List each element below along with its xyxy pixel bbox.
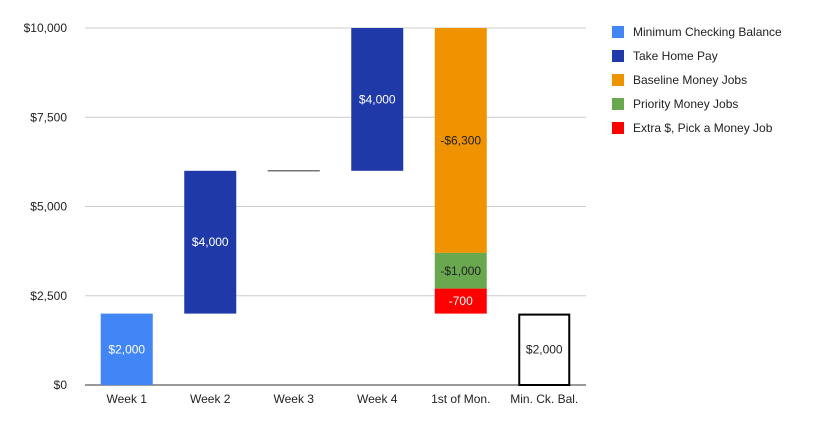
x-tick-label: Week 2 (190, 392, 231, 406)
legend-label: Take Home Pay (633, 49, 718, 63)
y-tick-label: $2,500 (30, 289, 67, 303)
data-label: $4,000 (359, 92, 396, 106)
data-label: -$1,000 (440, 264, 481, 278)
data-label: $2,000 (526, 342, 563, 356)
x-tick-label: Min. Ck. Bal. (510, 392, 578, 406)
legend-label: Minimum Checking Balance (633, 25, 782, 39)
legend-swatch (612, 50, 624, 62)
y-tick-label: $5,000 (30, 200, 67, 214)
data-label: -$6,300 (440, 133, 481, 147)
x-tick-label: 1st of Mon. (431, 392, 490, 406)
bar-segment (184, 170, 237, 314)
legend-item: Priority Money Jobs (612, 92, 782, 116)
legend-label: Priority Money Jobs (633, 97, 739, 111)
bar-segment (434, 28, 487, 253)
data-label: $4,000 (192, 235, 229, 249)
bar-total (518, 313, 571, 387)
legend: Minimum Checking Balance Take Home Pay B… (612, 20, 782, 140)
data-label: -700 (449, 294, 473, 308)
legend-swatch (612, 74, 624, 86)
bar-segment (351, 28, 404, 171)
legend-item: Baseline Money Jobs (612, 68, 782, 92)
data-label: $2,000 (108, 342, 145, 356)
x-tick-label: Week 3 (274, 392, 315, 406)
bar-segment (434, 288, 487, 314)
x-tick-label: Week 4 (357, 392, 398, 406)
x-tick-label: Week 1 (107, 392, 148, 406)
legend-swatch (612, 26, 624, 38)
legend-swatch (612, 98, 624, 110)
y-tick-label: $7,500 (30, 110, 67, 124)
y-tick-label: $10,000 (24, 21, 68, 35)
legend-label: Baseline Money Jobs (633, 73, 748, 87)
legend-item: Minimum Checking Balance (612, 20, 782, 44)
bar-segment (434, 252, 487, 289)
legend-label: Extra $, Pick a Money Job (633, 121, 773, 135)
bar-segment (100, 313, 153, 385)
legend-swatch (612, 122, 624, 134)
legend-item: Extra $, Pick a Money Job (612, 116, 782, 140)
legend-item: Take Home Pay (612, 44, 782, 68)
y-tick-label: $0 (54, 378, 68, 392)
